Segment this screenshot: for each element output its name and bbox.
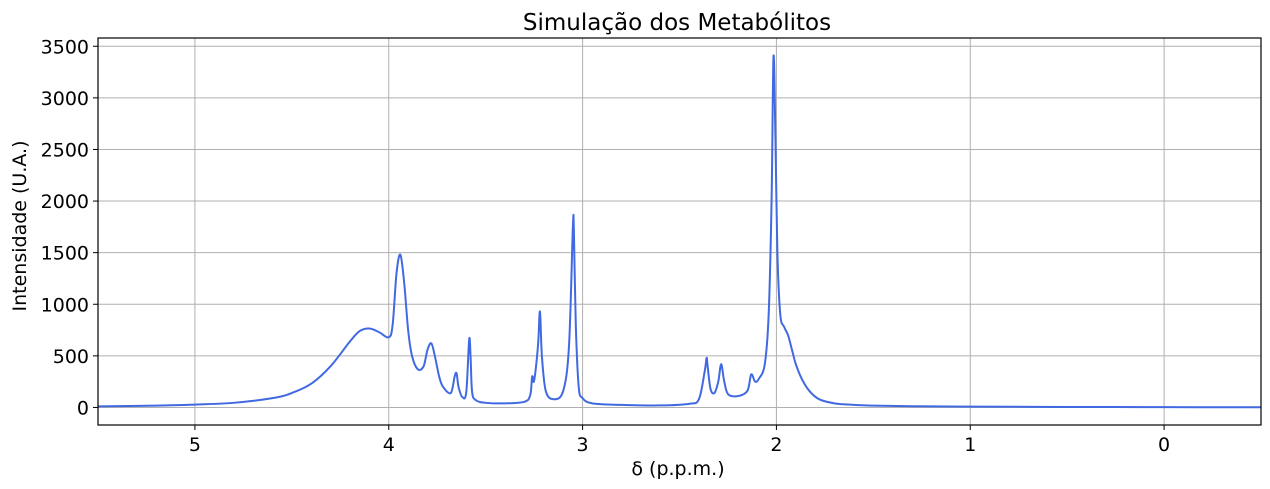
plot-frame bbox=[97, 37, 1262, 426]
y-tick-label: 3500 bbox=[41, 36, 89, 58]
chart-title: Simulação dos Metabólitos bbox=[523, 10, 831, 36]
y-axis-label: Intensidade (U.A.) bbox=[9, 141, 31, 312]
y-tick-label: 500 bbox=[53, 346, 89, 368]
x-tick-label: 2 bbox=[770, 434, 782, 456]
spectrum-line bbox=[98, 54, 1261, 409]
grid bbox=[98, 38, 1261, 425]
x-axis-label: δ (p.p.m.) bbox=[631, 458, 724, 480]
y-tick-label: 0 bbox=[77, 397, 89, 419]
x-axis-ticks: 5 4 3 2 1 0 bbox=[189, 425, 1170, 456]
y-axis-ticks: 0 500 1000 1500 2000 2500 3000 3500 bbox=[41, 36, 98, 419]
x-tick-label: 0 bbox=[1158, 434, 1170, 456]
x-tick-label: 5 bbox=[189, 434, 201, 456]
x-tick-label: 3 bbox=[577, 434, 589, 456]
y-tick-label: 2500 bbox=[41, 139, 89, 161]
x-tick-label: 1 bbox=[964, 434, 976, 456]
y-tick-label: 3000 bbox=[41, 88, 89, 110]
y-tick-label: 1000 bbox=[41, 294, 89, 316]
x-tick-label: 4 bbox=[383, 434, 395, 456]
y-tick-label: 2000 bbox=[41, 191, 89, 213]
series-layer bbox=[98, 54, 1261, 409]
y-tick-label: 1500 bbox=[41, 243, 89, 265]
